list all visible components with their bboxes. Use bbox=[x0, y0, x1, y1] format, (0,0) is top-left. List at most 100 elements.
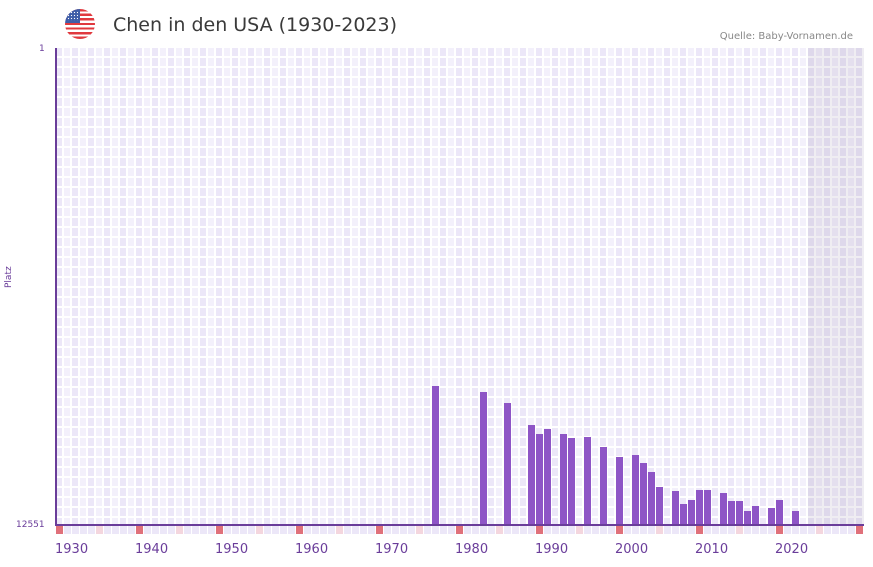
year-marker bbox=[216, 526, 223, 534]
year-marker bbox=[112, 526, 119, 534]
year-marker bbox=[728, 526, 735, 534]
year-marker-row bbox=[56, 526, 864, 534]
year-marker bbox=[384, 526, 391, 534]
year-marker bbox=[440, 526, 447, 534]
year-marker bbox=[576, 526, 583, 534]
year-marker bbox=[584, 526, 591, 534]
source-link[interactable]: Quelle: Baby-Vornamen.de bbox=[719, 31, 853, 42]
year-marker bbox=[816, 526, 823, 534]
bar-1990[interactable] bbox=[536, 433, 543, 525]
bar-2007[interactable] bbox=[672, 490, 679, 525]
bar-2015[interactable] bbox=[736, 500, 743, 525]
bar-2009[interactable] bbox=[688, 499, 695, 525]
year-marker bbox=[88, 526, 95, 534]
x-tick-label: 1980 bbox=[455, 542, 489, 557]
bar-2008[interactable] bbox=[680, 503, 687, 525]
y-axis-line bbox=[55, 48, 57, 526]
year-marker bbox=[344, 526, 351, 534]
year-marker bbox=[208, 526, 215, 534]
bar-2020[interactable] bbox=[776, 499, 783, 525]
bar-1983[interactable] bbox=[480, 391, 487, 525]
year-marker bbox=[80, 526, 87, 534]
bar-1991[interactable] bbox=[544, 428, 551, 525]
year-marker bbox=[232, 526, 239, 534]
year-marker bbox=[488, 526, 495, 534]
year-marker bbox=[736, 526, 743, 534]
year-marker bbox=[664, 526, 671, 534]
bar-2016[interactable] bbox=[744, 510, 751, 525]
year-marker bbox=[464, 526, 471, 534]
year-marker bbox=[760, 526, 767, 534]
year-marker bbox=[552, 526, 559, 534]
year-marker bbox=[224, 526, 231, 534]
year-marker bbox=[672, 526, 679, 534]
bar-2003[interactable] bbox=[640, 462, 647, 525]
year-marker bbox=[832, 526, 839, 534]
year-marker bbox=[400, 526, 407, 534]
year-marker bbox=[160, 526, 167, 534]
bar-2004[interactable] bbox=[648, 471, 655, 525]
year-marker bbox=[712, 526, 719, 534]
bar-1996[interactable] bbox=[584, 436, 591, 525]
year-marker bbox=[688, 526, 695, 534]
bar-1994[interactable] bbox=[568, 437, 575, 525]
bar-2022[interactable] bbox=[792, 510, 799, 525]
year-marker bbox=[632, 526, 639, 534]
bar-2000[interactable] bbox=[616, 456, 623, 525]
year-marker bbox=[640, 526, 647, 534]
year-marker bbox=[704, 526, 711, 534]
year-marker bbox=[264, 526, 271, 534]
year-marker bbox=[592, 526, 599, 534]
year-marker bbox=[416, 526, 423, 534]
year-marker bbox=[272, 526, 279, 534]
year-marker bbox=[544, 526, 551, 534]
year-marker bbox=[680, 526, 687, 534]
y-axis-top-label: 1 bbox=[39, 44, 45, 54]
year-marker bbox=[312, 526, 319, 534]
bar-1998[interactable] bbox=[600, 446, 607, 525]
x-tick-label: 1970 bbox=[375, 542, 409, 557]
year-marker bbox=[560, 526, 567, 534]
year-marker bbox=[824, 526, 831, 534]
bar-2019[interactable] bbox=[768, 507, 775, 525]
bar-2002[interactable] bbox=[632, 454, 639, 525]
year-marker bbox=[856, 526, 863, 534]
bar-1989[interactable] bbox=[528, 424, 535, 525]
year-marker bbox=[696, 526, 703, 534]
x-tick-label: 1940 bbox=[135, 542, 169, 557]
bar-1977[interactable] bbox=[432, 385, 439, 525]
bar-2014[interactable] bbox=[728, 500, 735, 525]
year-marker bbox=[184, 526, 191, 534]
year-marker bbox=[472, 526, 479, 534]
bar-2010[interactable] bbox=[696, 489, 703, 525]
year-marker bbox=[848, 526, 855, 534]
bar-2005[interactable] bbox=[656, 486, 663, 525]
us-flag-icon bbox=[65, 9, 95, 39]
x-tick-label: 1950 bbox=[215, 542, 249, 557]
year-marker bbox=[240, 526, 247, 534]
chart-title: Chen in den USA (1930-2023) bbox=[113, 14, 398, 36]
year-marker bbox=[128, 526, 135, 534]
year-marker bbox=[120, 526, 127, 534]
bar-1986[interactable] bbox=[504, 402, 511, 525]
year-marker bbox=[192, 526, 199, 534]
year-marker bbox=[72, 526, 79, 534]
year-marker bbox=[248, 526, 255, 534]
year-marker bbox=[624, 526, 631, 534]
plot-area bbox=[56, 48, 864, 525]
year-marker bbox=[448, 526, 455, 534]
year-marker bbox=[408, 526, 415, 534]
year-marker bbox=[528, 526, 535, 534]
bar-1993[interactable] bbox=[560, 433, 567, 525]
x-axis-line bbox=[55, 524, 864, 526]
year-marker bbox=[176, 526, 183, 534]
year-marker bbox=[56, 526, 63, 534]
bar-2017[interactable] bbox=[752, 505, 759, 525]
year-marker bbox=[320, 526, 327, 534]
year-marker bbox=[792, 526, 799, 534]
bar-2011[interactable] bbox=[704, 489, 711, 525]
year-marker bbox=[608, 526, 615, 534]
bar-2013[interactable] bbox=[720, 492, 727, 525]
year-marker bbox=[480, 526, 487, 534]
year-marker bbox=[368, 526, 375, 534]
